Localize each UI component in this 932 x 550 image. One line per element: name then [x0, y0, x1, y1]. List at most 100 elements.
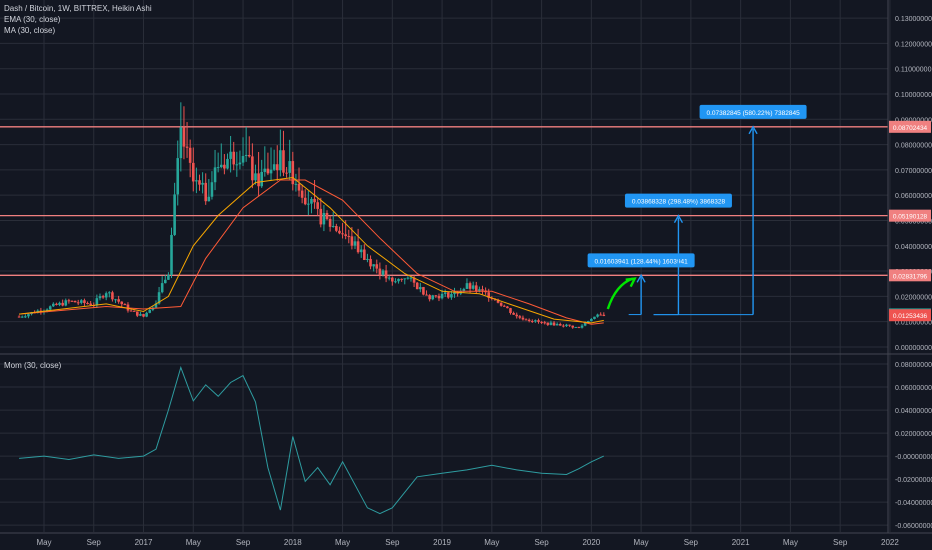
candle-body	[471, 285, 475, 289]
candle-body	[272, 164, 276, 170]
candle-body	[440, 293, 444, 299]
candle-body	[260, 171, 263, 187]
candle-body	[70, 300, 74, 302]
candle-body	[325, 212, 329, 219]
momentum-y-tick-label: 0.04000000	[895, 408, 932, 415]
candle-body	[263, 168, 267, 172]
y-tick-label: 0.07000000	[895, 168, 932, 175]
candle-body	[244, 154, 248, 156]
candle-body	[369, 258, 372, 267]
legend-ema[interactable]: EMA (30, close)	[4, 15, 61, 24]
candle-body	[132, 310, 136, 312]
candle-body	[555, 324, 559, 326]
candle-body	[434, 295, 438, 297]
candle-body	[552, 322, 556, 326]
candle-body	[282, 150, 285, 173]
candle-body	[310, 198, 313, 204]
candle-body	[300, 190, 304, 198]
candle-body	[294, 183, 298, 185]
candle-body	[431, 295, 435, 300]
ema-line	[19, 176, 604, 324]
candle-body	[394, 281, 397, 283]
momentum-y-tick-label: -0.06000000	[895, 523, 932, 530]
candle-body	[465, 283, 469, 289]
candle-body	[387, 277, 391, 279]
candle-body	[17, 316, 21, 318]
candle-body	[577, 326, 581, 328]
momentum-y-tick-label: -0.02000000	[895, 477, 932, 484]
legend-momentum[interactable]: Mom (30, close)	[4, 361, 62, 370]
price-label-box	[889, 209, 931, 222]
candle-body	[154, 303, 158, 308]
candle-body	[406, 277, 410, 279]
candle-body	[499, 302, 503, 306]
moving-average-lines	[19, 176, 604, 325]
candle-body	[540, 321, 543, 323]
candle-body	[80, 300, 83, 303]
projection-label: 0.07382845 (580.22%) 7382845	[706, 110, 800, 117]
price-label-text: 0.02831796	[893, 273, 928, 280]
projection-label-box	[624, 193, 732, 208]
candle-body	[210, 182, 214, 197]
price-axis-labels: 0.087024340.051901280.028317960.01285863…	[889, 120, 931, 322]
projection-label-box	[699, 104, 807, 119]
candle-body	[111, 292, 114, 300]
candle-body	[341, 233, 344, 235]
candle-body	[521, 317, 525, 320]
candle-body	[179, 127, 183, 159]
legend-symbol-title[interactable]: Dash / Bitcoin, 1W, BITTREX, Heikin Ashi	[4, 4, 152, 13]
x-tick-label: Sep	[534, 538, 549, 547]
candle-body	[24, 316, 27, 318]
candle-body	[328, 218, 332, 227]
x-tick-label: 2022	[881, 538, 899, 547]
y-tick-label: 0.12000000	[895, 41, 932, 48]
candle-body	[182, 127, 186, 147]
candle-body	[83, 300, 86, 304]
candle-body	[142, 314, 145, 317]
momentum-y-tick-label: -0.04000000	[895, 500, 932, 507]
y-tick-label: 0.09000000	[895, 117, 932, 124]
momentum-series	[19, 365, 605, 515]
candle-body	[136, 311, 139, 316]
candle-body	[580, 325, 584, 328]
candle-body	[319, 208, 323, 225]
candle-body	[384, 270, 388, 279]
candle-body	[204, 182, 208, 202]
candle-body	[419, 287, 422, 290]
candle-body	[313, 198, 316, 203]
candle-body	[331, 226, 335, 228]
candle-body	[574, 326, 578, 328]
candle-body	[593, 316, 596, 319]
projection-label: 0.01603941 (128.44%) 1603941	[594, 258, 688, 265]
candle-body	[478, 289, 481, 292]
x-tick-label: 2021	[732, 538, 750, 547]
price-label-box	[889, 269, 931, 282]
projection-arrow-head	[673, 214, 684, 224]
y-tick-label: 0.04000000	[895, 244, 932, 251]
x-tick-label: Sep	[236, 538, 251, 547]
x-tick-label: Sep	[684, 538, 699, 547]
x-tick-label: 2019	[433, 538, 451, 547]
candle-body	[381, 270, 385, 275]
candle-body	[481, 289, 484, 291]
momentum-line	[19, 365, 605, 515]
candle-body	[163, 279, 167, 284]
candle-body	[288, 161, 291, 173]
candle-body	[468, 283, 472, 289]
candle-body	[602, 314, 606, 316]
candle-body	[400, 278, 403, 280]
y-tick-label: 0.06000000	[895, 193, 932, 200]
candle-body	[322, 212, 326, 225]
candle-body	[527, 319, 531, 321]
candle-body	[509, 308, 512, 313]
y-tick-label: 0.01000000	[895, 320, 932, 327]
legend-ma[interactable]: MA (30, close)	[4, 26, 56, 35]
candle-body	[543, 322, 547, 324]
candle-body	[123, 304, 127, 306]
candle-body	[167, 274, 170, 280]
price-label-box	[889, 120, 931, 133]
candle-body	[515, 314, 519, 317]
candle-body	[356, 241, 360, 253]
